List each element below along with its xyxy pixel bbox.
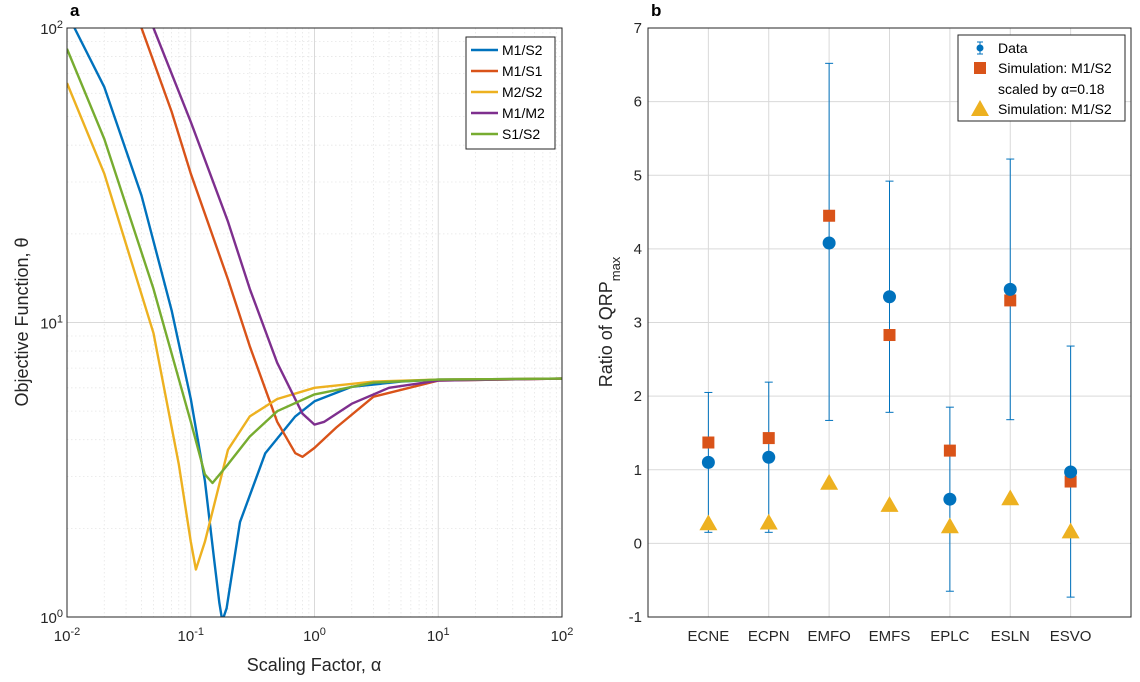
panel-b-data-point-2 bbox=[822, 236, 836, 250]
panel-b-marks bbox=[699, 62, 1080, 598]
panel-b-legend-square-marker bbox=[974, 62, 986, 74]
panel-a-series-line-3 bbox=[152, 28, 562, 426]
panel-a-y-tick-label-base: 10 bbox=[40, 316, 57, 333]
panel-b-square-point-3 bbox=[883, 329, 896, 342]
panel-a-y-tick-label-exp: 0 bbox=[57, 608, 63, 620]
panel-b-plot-frame bbox=[647, 27, 1132, 618]
panel-a-letter: a bbox=[70, 1, 80, 20]
panel-a-y-tick-label: 101 bbox=[40, 314, 63, 333]
panel-b-data-point-6 bbox=[1064, 465, 1078, 479]
panel-b-x-tick-label: EPLC bbox=[930, 628, 969, 645]
panel-a-x-tick-label: 10-2 bbox=[54, 626, 80, 645]
panel-a-x-tick-label-base: 10 bbox=[551, 628, 568, 645]
panel-b-x-tick-label: ESVO bbox=[1050, 628, 1092, 645]
panel-b: -1 0 1 2 3 4 5 6 7 ECNE ECPN EMFO EMFS EPLC ESLN ESVO b… bbox=[596, 1, 1132, 645]
panel-a-y-tick-label-base: 10 bbox=[40, 610, 57, 627]
panel-a-plot-frame bbox=[66, 27, 563, 618]
panel-b-y-axis-label-sub: max bbox=[608, 256, 623, 281]
panel-b-y-tick-label: 0 bbox=[634, 535, 642, 552]
panel-a-x-tick-label: 102 bbox=[551, 626, 574, 645]
panel-a-x-tick-label-base: 10 bbox=[303, 628, 320, 645]
panel-b-x-tick-label: ECPN bbox=[748, 628, 790, 645]
panel-a-legend-label-1: M1/S1 bbox=[502, 63, 543, 79]
panel-b-y-axis-label-main: Ratio of QRP bbox=[596, 281, 616, 387]
panel-a-series-line-4 bbox=[67, 48, 562, 485]
panel-b-y-tick-label: 5 bbox=[634, 167, 642, 184]
panel-a-series-line-2 bbox=[67, 82, 562, 571]
panel-a-y-axis-label: Objective Function, θ bbox=[12, 237, 32, 406]
panel-a-legend-label-4: S1/S2 bbox=[502, 126, 540, 142]
panel-b-square-point-1 bbox=[762, 432, 775, 445]
panel-b-y-tick-label: 3 bbox=[634, 315, 642, 332]
panel-a-x-tick-label-base: 10 bbox=[178, 628, 195, 645]
panel-b-triangle-point-2 bbox=[820, 474, 839, 490]
panel-b-y-tick-label: 2 bbox=[634, 388, 642, 405]
panel-a-x-tick-label-exp: -2 bbox=[70, 626, 80, 638]
panel-b-legend-box bbox=[957, 34, 1126, 122]
panel-b-square-point-6 bbox=[1064, 475, 1077, 488]
panel-a-x-tick-label-base: 10 bbox=[427, 628, 444, 645]
panel-b-legend-label-sim: Simulation: M1/S2 bbox=[998, 101, 1112, 117]
panel-b-square-point-4 bbox=[943, 444, 956, 457]
panel-a-x-tick-label-exp: 1 bbox=[444, 626, 450, 638]
panel-b-triangle-point-4 bbox=[940, 517, 959, 534]
panel-b-y-tick-label: 1 bbox=[634, 462, 642, 479]
panel-b-x-tick-label: EMFS bbox=[869, 628, 911, 645]
panel-b-triangle-point-3 bbox=[880, 496, 899, 512]
panel-b-y-tick-label: 4 bbox=[634, 241, 642, 258]
panel-b-legend-label-sim-scaled-1: Simulation: M1/S2 bbox=[998, 60, 1112, 76]
panel-b-x-tick-label: ECNE bbox=[688, 628, 730, 645]
panel-a-legend-label-0: M1/S2 bbox=[502, 42, 543, 58]
panel-a-x-axis-label: Scaling Factor, α bbox=[247, 655, 381, 675]
panel-a-x-tick-label: 10-1 bbox=[178, 626, 204, 645]
panel-a-y-tick-label-exp: 1 bbox=[57, 314, 63, 326]
panel-a-x-tick-label-base: 10 bbox=[54, 628, 71, 645]
panel-a-y-tick-label: 100 bbox=[40, 608, 63, 627]
panel-b-x-tick-label: ESLN bbox=[991, 628, 1030, 645]
panel-b-triangle-point-5 bbox=[1001, 489, 1020, 506]
panel-a-series-lines bbox=[67, 28, 562, 617]
panel-b-letter: b bbox=[651, 1, 661, 20]
panel-b-square-point-0 bbox=[702, 436, 715, 449]
panel-a-legend: M1/S2 M1/S1 M2/S2 M1/M2 S1/S2 bbox=[465, 36, 556, 150]
panel-b-square-point-2 bbox=[823, 209, 836, 222]
panel-b-data-point-0 bbox=[701, 455, 715, 469]
panel-a-y-tick-label: 102 bbox=[40, 19, 63, 38]
panel-b-tick-labels: -1 0 1 2 3 4 5 6 7 ECNE ECPN EMFO EMFS EPLC ESLN ESVO bbox=[629, 20, 1092, 645]
panel-a-y-tick-label-exp: 2 bbox=[57, 19, 63, 31]
panel-b-data-point-3 bbox=[883, 290, 896, 304]
panel-a-series-line-1 bbox=[140, 28, 562, 458]
panel-a-x-tick-label-exp: -1 bbox=[194, 626, 204, 638]
panel-b-legend-circle-marker bbox=[976, 44, 984, 52]
panel-b-square-point-5 bbox=[1004, 294, 1017, 307]
panel-b-y-tick-label: -1 bbox=[629, 609, 642, 626]
panel-b-y-tick-label: 6 bbox=[634, 94, 642, 111]
panel-a-y-tick-label-base: 10 bbox=[40, 21, 57, 38]
panel-b-triangle-point-0 bbox=[699, 514, 718, 531]
panel-a-x-tick-label-exp: 0 bbox=[320, 626, 326, 638]
panel-a-legend-label-3: M1/M2 bbox=[502, 105, 545, 121]
panel-b-legend-label-sim-scaled-2: scaled by α=0.18 bbox=[998, 81, 1105, 97]
panel-b-triangle-point-6 bbox=[1061, 522, 1080, 539]
panel-a-x-tick-label-exp: 2 bbox=[567, 626, 573, 638]
panel-b-x-tick-label: EMFO bbox=[807, 628, 850, 645]
panel-b-data-point-5 bbox=[1003, 282, 1017, 296]
panel-a-x-tick-label: 101 bbox=[427, 626, 450, 645]
panel-a-x-tick-label: 100 bbox=[303, 626, 326, 645]
panel-b-y-axis-label: Ratio of QRPmax bbox=[596, 256, 623, 387]
panel-b-triangle-point-1 bbox=[759, 513, 778, 530]
panel-b-data-point-1 bbox=[762, 450, 776, 464]
panel-a-legend-label-2: M2/S2 bbox=[502, 84, 543, 100]
panel-b-data-point-4 bbox=[943, 492, 957, 506]
panel-b-legend-triangle-marker bbox=[971, 100, 989, 116]
panel-b-legend-label-data: Data bbox=[998, 40, 1028, 56]
panel-b-y-tick-label: 7 bbox=[634, 20, 642, 37]
panel-b-legend: Data Simulation: M1/S2 scaled by α=0.18 Sim… bbox=[957, 34, 1126, 122]
